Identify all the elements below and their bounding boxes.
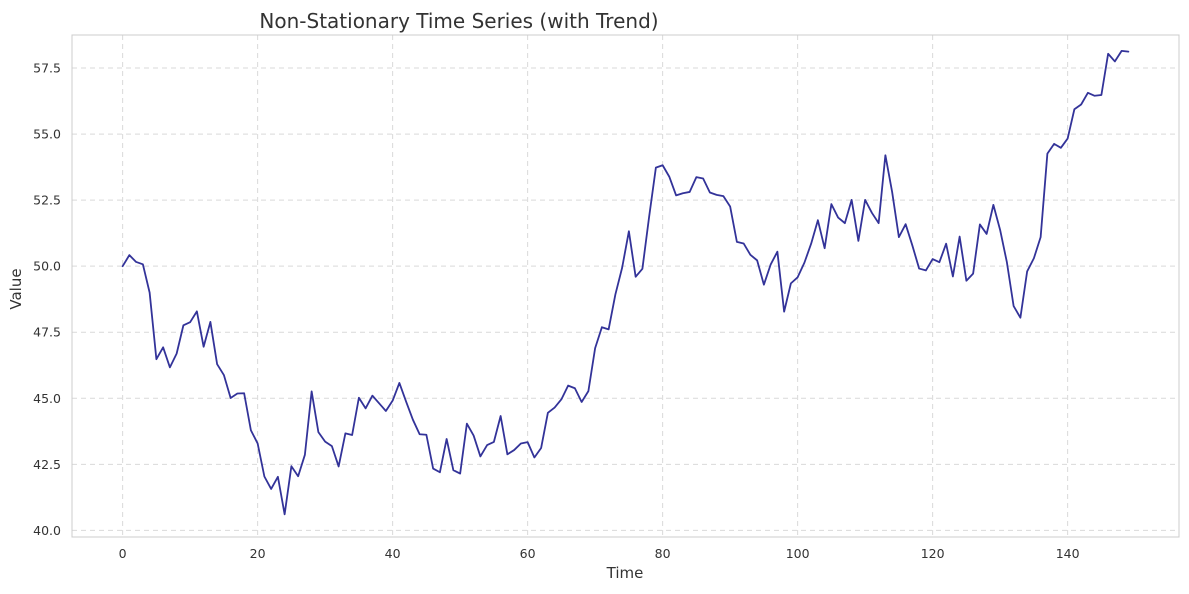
y-tick-label: 50.0 <box>33 259 61 274</box>
x-tick-label: 80 <box>655 546 671 561</box>
y-axis-title: Value <box>7 268 25 309</box>
x-tick-label: 40 <box>385 546 401 561</box>
y-tick-label: 52.5 <box>33 193 61 208</box>
y-tick-label: 45.0 <box>33 391 61 406</box>
x-tick-label: 100 <box>786 546 810 561</box>
y-tick-labels: 40.0 42.5 45.0 47.5 50.0 52.5 55.0 57.5 <box>33 61 61 538</box>
x-axis-title: Time <box>606 564 644 582</box>
x-gridlines <box>122 35 1069 537</box>
x-tick-label: 140 <box>1056 546 1080 561</box>
x-tick-label: 120 <box>921 546 945 561</box>
y-tick-label: 42.5 <box>33 457 61 472</box>
y-tick-label: 55.0 <box>33 127 61 142</box>
y-gridlines <box>72 67 1179 531</box>
series-line <box>121 49 1130 516</box>
y-tick-label: 40.0 <box>33 523 61 538</box>
x-tick-label: 0 <box>119 546 127 561</box>
x-tick-label: 60 <box>520 546 536 561</box>
x-tick-label: 20 <box>250 546 266 561</box>
y-tick-label: 47.5 <box>33 325 61 340</box>
chart-title: Non-Stationary Time Series (with Trend) <box>259 9 658 33</box>
x-tick-labels: 0 20 40 60 80 100 120 140 <box>119 546 1080 561</box>
y-tick-label: 57.5 <box>33 61 61 76</box>
plot-frame <box>71 34 1180 538</box>
